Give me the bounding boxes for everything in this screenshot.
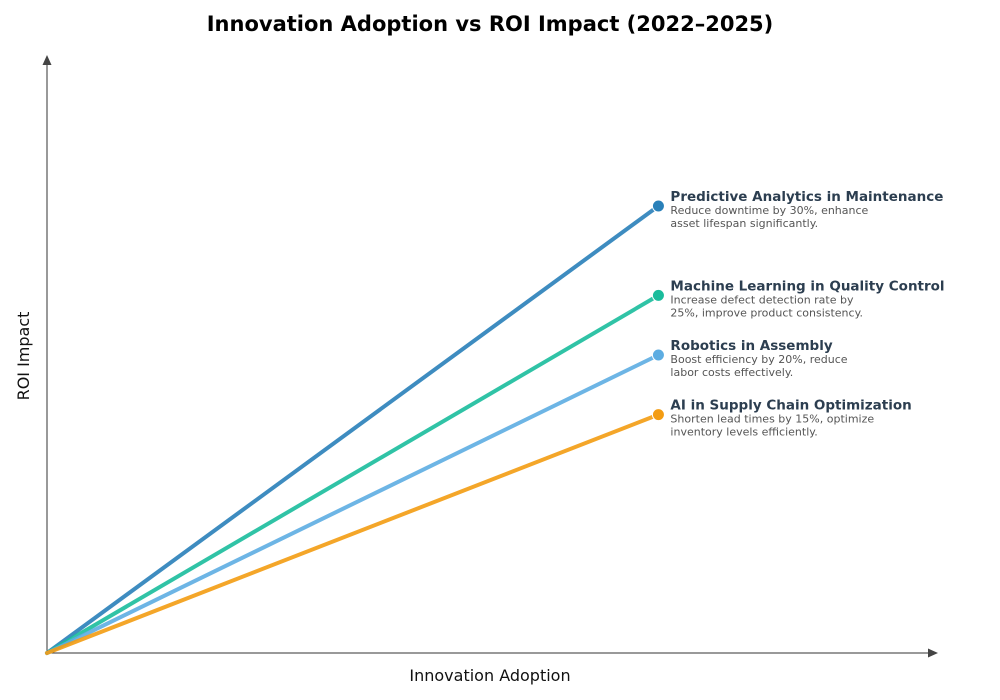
y-axis-label: ROI Impact bbox=[14, 312, 33, 401]
series-description: asset lifespan significantly. bbox=[670, 217, 818, 230]
x-axis-arrow-icon bbox=[928, 648, 938, 658]
series-endpoint bbox=[651, 348, 665, 362]
x-axis-label: Innovation Adoption bbox=[409, 666, 570, 685]
series-endpoint bbox=[651, 408, 665, 422]
y-axis-arrow-icon bbox=[42, 55, 52, 65]
series-1: Machine Learning in Quality ControlIncre… bbox=[45, 278, 945, 655]
series-label: Machine Learning in Quality Control bbox=[670, 278, 944, 294]
series-line bbox=[45, 412, 661, 655]
series-endpoint bbox=[651, 288, 665, 302]
series-description: Shorten lead times by 15%, optimize bbox=[670, 413, 874, 426]
series-description: inventory levels efficiently. bbox=[670, 426, 817, 439]
series-description: Reduce downtime by 30%, enhance bbox=[670, 204, 868, 217]
series-0: Predictive Analytics in MaintenanceReduc… bbox=[45, 189, 943, 655]
y-axis bbox=[42, 55, 52, 653]
series-description: Increase defect detection rate by bbox=[670, 293, 854, 306]
series-label: Robotics in Assembly bbox=[670, 338, 832, 354]
series-line bbox=[45, 204, 661, 655]
series-label: AI in Supply Chain Optimization bbox=[670, 398, 911, 414]
series-description: Boost efficiency by 20%, reduce bbox=[670, 353, 847, 366]
series-description: labor costs effectively. bbox=[670, 366, 793, 379]
series-line bbox=[45, 353, 661, 655]
chart-title: Innovation Adoption vs ROI Impact (2022–… bbox=[207, 12, 774, 36]
x-axis bbox=[47, 648, 938, 658]
series-line bbox=[45, 293, 661, 655]
series-description: 25%, improve product consistency. bbox=[670, 306, 863, 319]
series-endpoint bbox=[651, 199, 665, 213]
series-label: Predictive Analytics in Maintenance bbox=[670, 189, 943, 205]
